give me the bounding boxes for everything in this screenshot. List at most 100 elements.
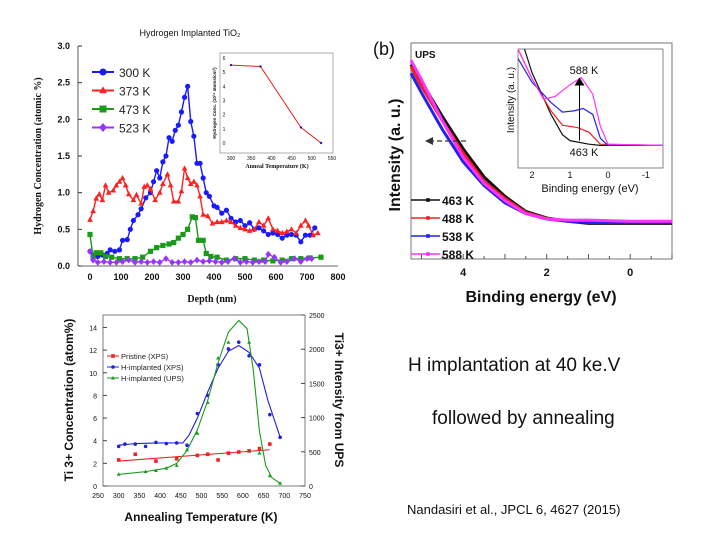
chart-a-point (138, 258, 145, 265)
chart-a-inset-x-tick-label: 400 (267, 156, 276, 162)
chart-a-point (122, 182, 129, 188)
chart-a-point (110, 187, 117, 193)
chart-a-point (124, 237, 130, 243)
chart-c-y-tick-label: 0 (93, 484, 97, 491)
chart-a-point (188, 118, 194, 125)
chart-a-point (175, 198, 182, 204)
chart-a-legend-label: 373 K (119, 85, 150, 99)
chart-a-point (130, 217, 136, 224)
chart-a-point (130, 196, 137, 203)
chart-b-inset-x-tick-label: -1 (642, 170, 650, 180)
chart-a-point (116, 256, 123, 262)
chart-c-point (185, 447, 189, 452)
chart-a-x-tick-label: 300 (175, 272, 190, 282)
chart-a-point (175, 235, 181, 241)
chart-a-x-label: Depth (nm) (187, 294, 236, 305)
chart-c-point (195, 453, 200, 458)
chart-a-point (228, 218, 234, 225)
chart-a-point (314, 229, 321, 236)
chart-a-point (119, 258, 126, 265)
chart-a-point (178, 188, 185, 194)
chart-a-point (144, 258, 151, 266)
chart-a-point (113, 258, 120, 266)
chart-c-y-label: Ti 3+ Concentration (atom%) (62, 319, 76, 482)
chart-a-point (105, 189, 112, 195)
chart-b-legend-marker (426, 234, 430, 238)
chart-b-inset-line-538k (518, 58, 663, 146)
chart-b-inset-frame (517, 48, 664, 169)
chart-a-point (191, 133, 197, 139)
chart-a-point (102, 253, 109, 260)
chart-b-legend-marker (426, 216, 430, 220)
chart-a-point (152, 196, 158, 203)
chart-a-point (262, 258, 269, 265)
chart-a-point (133, 191, 140, 197)
chart-a-y-tick-label: 3.0 (57, 41, 70, 51)
chart-a-point (194, 182, 200, 188)
chart-a-point (154, 168, 160, 174)
chart-a-point (265, 250, 272, 258)
chart-a-inset-y-tick-label: 3 (223, 99, 226, 105)
chart-a-point (218, 258, 225, 266)
chart-a-x-tick-label: 100 (113, 272, 128, 282)
chart-a-point (195, 237, 202, 243)
chart-a-inset-y-tick-label: 6 (223, 56, 226, 62)
chart-a-point (156, 258, 163, 266)
chart-a-point (138, 200, 145, 206)
chart-a-point (166, 241, 172, 247)
chart-a-point (194, 256, 200, 264)
chart-a-x-tick-label: 500 (237, 272, 252, 282)
chart-a-title: Hydrogen Implanted TiO₂ (139, 28, 241, 38)
chart-a-point (288, 256, 295, 262)
chart-a-point (185, 83, 191, 89)
chart-a-point (298, 239, 304, 245)
chart-a-x-tick-label: 0 (87, 272, 92, 282)
chart-a-point (274, 227, 281, 233)
chart-a-point (107, 247, 113, 253)
chart-a-point (260, 222, 267, 228)
chart-c-x-tick-label: 450 (175, 493, 187, 500)
chart-c-y-tick-label: 2 (93, 461, 97, 468)
chart-a-legend-marker (99, 105, 107, 113)
chart-a-inset-x-tick-label: 350 (247, 156, 256, 162)
chart-b-inset-line-463k (523, 49, 663, 146)
chart-c-point (154, 440, 158, 445)
chart-a-point (256, 258, 262, 265)
chart-a-point (156, 189, 163, 195)
chart-b-inset-line-588k (518, 49, 663, 146)
chart-b-y-label: Intensity (a. u.) (387, 99, 404, 212)
chart-c-point (143, 444, 148, 449)
chart-a-inset-point (229, 63, 233, 67)
chart-a-point (189, 214, 195, 220)
chart-a-point (101, 258, 107, 265)
chart-b-x-tick-label: 0 (627, 267, 633, 279)
chart-a-inset-point (299, 126, 303, 129)
chart-a-point (144, 182, 151, 188)
chart-c-point (236, 450, 241, 454)
chart-a-y-label: Hydrogen Concentration (atomic %) (33, 77, 44, 234)
chart-b-inset-x-tick-label: 0 (605, 170, 610, 180)
chart-a-point (279, 235, 285, 241)
chart-a-point (265, 231, 271, 238)
chart-c-point (216, 355, 221, 360)
chart-a-inset-x-tick-label: 550 (328, 156, 337, 162)
chart-c-point (205, 400, 210, 404)
chart-a-point (312, 225, 318, 231)
chart-c-point (116, 458, 121, 462)
chart-a-point (93, 195, 100, 201)
chart-c-legend-label: Pristine (XPS) (121, 352, 169, 361)
chart-a-point (180, 231, 186, 238)
chart-b-frame (410, 42, 673, 260)
chart-a-point (171, 239, 177, 246)
chart-a-point (251, 257, 257, 263)
chart-a-point (178, 109, 185, 115)
chart-a-point (200, 211, 207, 217)
chart-a-point (246, 227, 253, 233)
chart-c-point (226, 347, 231, 351)
chart-c-y-tick-label: 12 (89, 348, 97, 355)
chart-c-x-tick-label: 500 (196, 493, 208, 500)
chart-c-x-tick-label: 700 (278, 493, 290, 500)
chart-c-point (164, 466, 169, 470)
chart-b-line-588k (409, 59, 672, 223)
chart-a-point (175, 122, 181, 128)
